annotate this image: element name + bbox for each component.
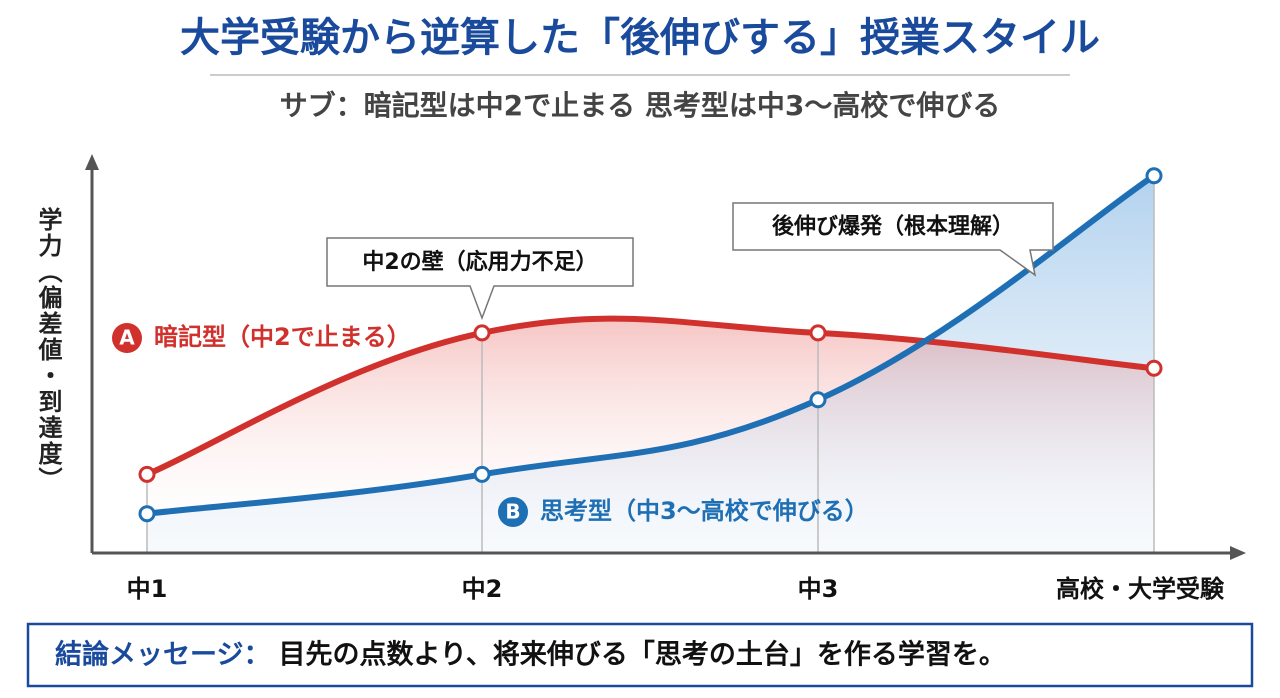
conclusion-box <box>26 622 1254 688</box>
callout-box <box>326 237 634 321</box>
data-point <box>138 505 156 523</box>
conclusion-text: 目先の点数より、将来伸びる「思考の土台」を作る学習を。 <box>278 639 1005 671</box>
x-tick-label: 中2 <box>462 575 503 603</box>
conclusion-label: 結論メッセージ： <box>55 639 270 671</box>
chart-subtitle: サブ：暗記型は中2で止まる 思考型は中3〜高校で伸びる <box>280 89 1001 122</box>
series-line <box>144 172 1157 517</box>
data-point <box>138 465 156 483</box>
x-tick-label: 中1 <box>127 575 168 603</box>
y-axis-label: 学力（偏差値・到達度） <box>34 206 63 493</box>
series-badge <box>498 497 528 527</box>
series-line <box>144 315 1157 478</box>
area-fill <box>147 318 1154 553</box>
chart-title: 大学受験から逆算した「後伸びする」授業スタイル <box>180 15 1100 61</box>
data-point <box>473 465 491 483</box>
legend-label: 思考型（中3〜高校で伸びる） <box>540 497 869 525</box>
y-axis-arrow <box>85 154 99 170</box>
x-tick-label: 高校・大学受験 <box>1056 575 1225 603</box>
plot <box>138 167 1163 553</box>
series-badge-letter: B <box>505 500 520 524</box>
annotation: 中2の壁（応用力不足） <box>362 249 597 275</box>
callout-box <box>732 202 1054 277</box>
x-tick-label: 中3 <box>798 575 839 603</box>
series-badge <box>112 323 142 353</box>
legend-label: 暗記型（中2で止まる） <box>154 323 411 351</box>
x-axis-arrow <box>1230 546 1246 560</box>
data-point <box>809 324 827 342</box>
data-point <box>473 324 491 342</box>
data-point <box>1145 359 1163 377</box>
annotation: 後伸び爆発（根本理解） <box>772 214 1014 240</box>
data-point <box>809 391 827 409</box>
series-badge-letter: A <box>119 326 135 350</box>
data-point <box>1145 167 1163 185</box>
